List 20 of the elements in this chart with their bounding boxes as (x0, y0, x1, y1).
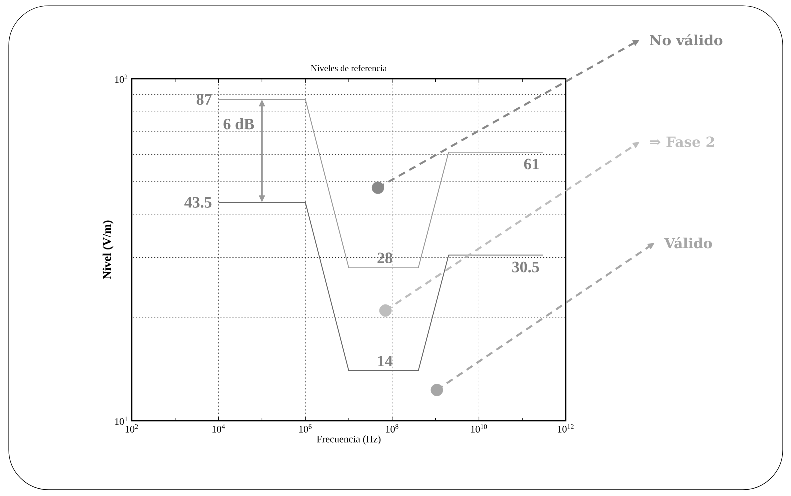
x-tick-label: 10$^{6}$ (300, 424, 312, 433)
legend-label: Válido (664, 237, 712, 249)
legend-label: No válido (650, 34, 723, 46)
x-tick-label: 10$^{2}$ (126, 424, 138, 433)
data-label: 28 (378, 252, 392, 264)
y-axis-title: Nivel (V/m) (102, 220, 114, 280)
data-label: 30.5 (512, 262, 540, 273)
data-label: 61 (524, 158, 539, 170)
x-tick-label: 10$^{8}$ (386, 424, 399, 433)
x-tick-label: 10$^{12}$ (558, 424, 574, 433)
data-label: 14 (378, 356, 393, 366)
x-tick-label: 10$^{10}$ (471, 424, 488, 433)
x-tick-label: 10$^{4}$ (212, 424, 226, 433)
x-axis-title: Frecuencia (Hz) (317, 436, 381, 445)
legend-label: ⇒ Fase 2 (650, 136, 714, 148)
y-tick-label: 10$^{1}$ (115, 416, 128, 426)
chart-title: Niveles de referencia (311, 65, 387, 72)
data-label: 87 (196, 94, 212, 106)
data-label: 43.5 (184, 197, 212, 208)
annotation: 6 dB (224, 118, 254, 130)
